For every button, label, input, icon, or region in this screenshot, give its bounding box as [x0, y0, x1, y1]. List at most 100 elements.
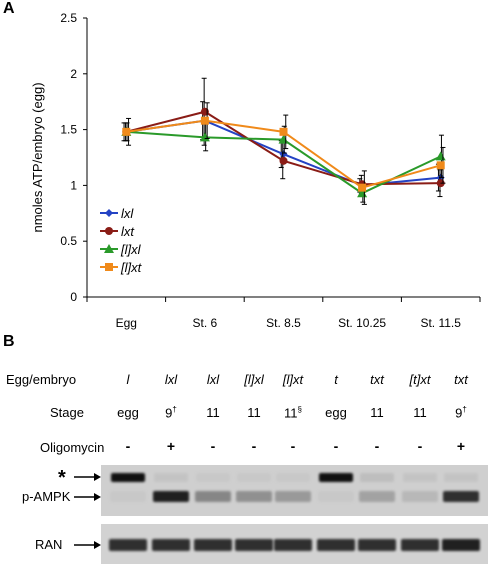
nonspecific-band: [276, 473, 310, 482]
nonspecific-band: [111, 473, 145, 482]
egg-embryo-cell: [l]xt: [282, 372, 304, 387]
egg-embryo-cell: [l]xl: [244, 372, 264, 387]
egg-embryo-cell: l: [126, 372, 130, 387]
data-point: [358, 183, 367, 192]
pampk-band: [110, 491, 146, 502]
nonspecific-band: [154, 473, 188, 482]
panel-a-letter: A: [3, 0, 15, 17]
x-tick-label: St. 10.25: [338, 316, 386, 330]
ran-band: [194, 539, 232, 551]
row-label-oligomycin: Oligomycin: [40, 440, 105, 455]
oligomycin-cell: -: [290, 438, 296, 454]
data-point: [200, 107, 209, 116]
y-axis-label: nmoles ATP/embryo (egg): [30, 82, 45, 232]
pampk-label: p-AMPK: [22, 489, 71, 504]
oligomycin-cell: -: [333, 438, 339, 454]
ran-label: RAN: [35, 537, 63, 552]
legend-marker: [105, 209, 113, 217]
pampk-band: [402, 491, 438, 502]
data-point: [200, 116, 209, 125]
pampk-blot-panel: [101, 465, 488, 516]
data-point: [122, 127, 131, 136]
series-line-lxt: [126, 110, 441, 186]
x-tick-label: St. 8.5: [266, 316, 301, 330]
oligomycin-cell: -: [210, 438, 216, 454]
legend-marker: [105, 227, 113, 235]
oligomycin-cell: +: [166, 438, 176, 454]
pampk-band: [153, 491, 189, 502]
ran-arrow-icon: [74, 541, 101, 549]
stage-cell: 11: [247, 405, 261, 420]
stage-cell: 11: [370, 405, 384, 420]
y-tick-label: 2.5: [60, 11, 77, 25]
y-tick-label: 2: [70, 67, 77, 81]
ran-band: [401, 539, 439, 551]
stage-cell: 9†: [165, 405, 177, 421]
egg-embryo-cell: txt: [370, 372, 384, 387]
ran-band: [358, 539, 396, 551]
ran-band: [442, 539, 480, 551]
oligomycin-cell: -: [374, 438, 380, 454]
nonspecific-band: [196, 473, 230, 482]
legend-marker: [105, 263, 113, 271]
legend-entry: [l]xt: [120, 260, 143, 275]
stage-footnote-mark: †: [172, 405, 177, 414]
y-tick-label: 1.5: [60, 123, 77, 137]
stage-footnote-mark: †: [462, 405, 467, 414]
legend-entry: [l]xl: [120, 242, 142, 257]
oligomycin-cell: -: [125, 438, 131, 454]
nonspecific-band: [360, 473, 394, 482]
pampk-band: [443, 491, 479, 502]
nonspecific-band: [319, 473, 353, 482]
x-tick-label: St. 6: [193, 316, 218, 330]
data-point: [279, 156, 288, 165]
stage-cell: 11: [413, 405, 427, 420]
egg-embryo-cell: txt: [454, 372, 468, 387]
ran-band: [109, 539, 147, 551]
pampk-arrow-icon: [74, 493, 101, 501]
nonspecific-band: [444, 473, 478, 482]
pampk-band: [236, 491, 272, 502]
egg-embryo-cell: [t]xt: [409, 372, 431, 387]
stage-cell: 11: [206, 405, 220, 420]
egg-embryo-cell: t: [334, 372, 338, 387]
ran-blot-panel: [101, 524, 488, 564]
data-point: [279, 150, 288, 159]
nonspecific-band: [237, 473, 271, 482]
pampk-band: [318, 491, 354, 502]
data-point: [279, 127, 288, 136]
y-tick-label: 0.5: [60, 234, 77, 248]
oligomycin-cell: -: [417, 438, 423, 454]
line-chart: 0 0.5 1 1.5 2 2.5 Egg St. 6 St. 8.5 St. 10.25 St. …: [30, 11, 481, 330]
legend-marker: [104, 244, 114, 253]
y-tick-label: 0: [70, 290, 77, 304]
stage-cell: 9†: [455, 405, 467, 421]
row-label-stage: Stage: [50, 405, 84, 420]
ran-band: [152, 539, 190, 551]
egg-embryo-cell: lxl: [164, 372, 178, 387]
stage-cell: egg: [325, 405, 347, 420]
oligomycin-cell: -: [251, 438, 257, 454]
pampk-band: [275, 491, 311, 502]
egg-embryo-cell: lxl: [206, 372, 220, 387]
x-tick-label: St. 11.5: [420, 316, 461, 330]
y-tick-label: 1: [70, 178, 77, 192]
legend-entry: lxl: [121, 206, 134, 221]
nonspecific-band-star: *: [58, 467, 66, 489]
ran-band: [235, 539, 273, 551]
data-point: [435, 151, 446, 161]
row-label-egg-embryo: Egg/embryo: [6, 372, 77, 387]
legend-entry: lxt: [121, 224, 135, 239]
stage-footnote-mark: §: [297, 405, 302, 414]
ran-band: [274, 539, 312, 551]
data-point: [199, 132, 210, 142]
oligomycin-cell: +: [456, 438, 466, 454]
star-arrow-icon: [74, 473, 101, 481]
pampk-band: [359, 491, 395, 502]
ran-band: [317, 539, 355, 551]
stage-cell: 11§: [284, 405, 302, 421]
pampk-band: [195, 491, 231, 502]
panel-b-letter: B: [3, 333, 15, 350]
stage-cell: egg: [117, 405, 139, 420]
x-tick-label: Egg: [116, 316, 137, 330]
